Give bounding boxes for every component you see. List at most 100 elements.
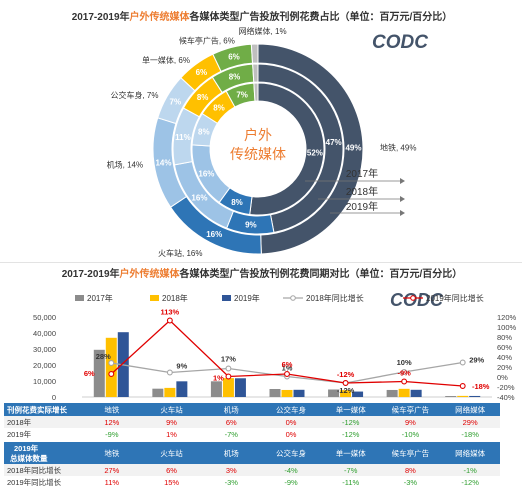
- donut-slice-label-2017-cat-4: 8%: [198, 127, 210, 136]
- donut-center-label-1: 户外: [244, 127, 272, 143]
- line-label-2019-cat-6: -9%: [397, 369, 411, 378]
- table-cell-cat-4: 0%: [286, 418, 297, 427]
- bar-2018-cat-5: [340, 390, 352, 397]
- donut-slice-label-2019-cat-2: 16%: [206, 230, 222, 239]
- donut-outer-label-cat-3: 机场, 14%: [107, 159, 143, 169]
- table-cell-cat-6: -10%: [402, 430, 420, 439]
- table-row: [4, 428, 500, 440]
- table-header-1-cat-3: 机场: [224, 405, 239, 415]
- table-header-1-cat-7: 网络媒体: [455, 405, 485, 415]
- y2-tick-label: 120%: [497, 313, 517, 322]
- y-tick-label: 40,000: [33, 329, 56, 338]
- y-tick-label: 0: [52, 393, 56, 402]
- donut-outer-label-cat-4: 公交车身, 7%: [110, 90, 158, 100]
- line-label-2018-cat-6: 10%: [397, 358, 412, 367]
- year-pointer-2018: 2018年: [318, 185, 405, 202]
- table-cell-cat-5: -12%: [342, 418, 360, 427]
- bar-2017-cat-6: [386, 389, 398, 397]
- bar-2018-cat-2: [164, 387, 176, 397]
- table-cell-cat-7: 29%: [463, 418, 478, 427]
- table-cell-cat-3: 3%: [226, 466, 237, 475]
- bar-2017-cat-4: [269, 389, 281, 397]
- year-label-2017: 2017年: [346, 167, 378, 180]
- line-point-2018-cat-1: [108, 360, 115, 366]
- line-point-2018-cat-7: [459, 359, 466, 366]
- year-pointer-2019: 2019年: [330, 200, 405, 216]
- table-cell-cat-1: 12%: [104, 418, 119, 427]
- line-label-2018-cat-3: 17%: [221, 355, 236, 364]
- line-label-2018-cat-2: 9%: [176, 362, 187, 371]
- table-row: [4, 476, 500, 488]
- donut-slice-label-2019-cat-6: 6%: [228, 53, 240, 62]
- donut-outer-label-cat-7: 网络媒体, 1%: [239, 26, 287, 36]
- donut-slice-label-2017-cat-5: 8%: [213, 103, 225, 112]
- y2-tick-label: 0%: [497, 373, 508, 382]
- table-cell-cat-7: -18%: [461, 430, 479, 439]
- donut-slice-label-2017-cat-3: 16%: [198, 169, 214, 178]
- legend-swatch-2019: [222, 295, 231, 301]
- donut-slice-2017-cat-7: [253, 82, 259, 102]
- table-header-2-cat-4: 公交车身: [276, 448, 306, 458]
- y2-tick-label: -40%: [497, 393, 515, 402]
- line-point-2019-cat-6: [401, 378, 408, 385]
- donut-slice-2019-cat-7: [250, 43, 259, 64]
- section-divider: [0, 262, 522, 263]
- table-row: [4, 416, 500, 428]
- bar-2019-cat-5: [352, 391, 364, 397]
- donut-slice-label-2018-cat-3: 16%: [191, 193, 207, 202]
- donut-slice-label-2019-cat-4: 7%: [170, 97, 182, 106]
- table-row-label: 2019年: [7, 429, 32, 439]
- line-point-2019-cat-3: [225, 373, 232, 380]
- legend-label-2018: 2018年: [162, 293, 188, 303]
- bar-2017-cat-2: [152, 388, 164, 397]
- donut-title: 2017-2019年户外传统媒体各媒体类型广告投放刊例花费占比（单位：百万元/百…: [72, 10, 453, 23]
- table-cell-cat-2: 1%: [166, 430, 177, 439]
- table-header-2-label-1: 2019年: [14, 443, 39, 453]
- table-row-label: 2019年同比增长: [7, 477, 62, 487]
- bar-2017-cat-3: [210, 381, 222, 397]
- donut-slice-label-2017-cat-2: 8%: [231, 198, 243, 207]
- table-cell-cat-2: 9%: [166, 418, 177, 427]
- donut-center-label-2: 传统媒体: [230, 146, 286, 162]
- line-point-2018-cat-6: [401, 369, 408, 375]
- bar-2017-cat-5: [328, 389, 340, 397]
- donut-slice-label-2018-cat-1: 47%: [326, 138, 342, 147]
- line-point-2019-cat-2: [166, 317, 173, 324]
- table-cell-cat-3: 6%: [226, 418, 237, 427]
- table-cell-cat-5: -11%: [342, 478, 359, 487]
- year-label-2019: 2019年: [346, 200, 378, 213]
- table-header-1-label: 刊例花费实际增长: [7, 405, 67, 415]
- y2-tick-label: 60%: [497, 343, 512, 352]
- line-label-2019-cat-3: 1%: [213, 374, 224, 383]
- donut-chart: 2017-2019年户外传统媒体各媒体类型广告投放刊例花费占比（单位：百万元/百…: [72, 10, 453, 258]
- table-header-2-cat-6: 候车亭广告: [392, 448, 430, 458]
- table-header-1-cat-6: 候车亭广告: [392, 405, 430, 415]
- table-header-2-cat-3: 机场: [224, 448, 239, 458]
- table-header-2-cat-7: 网络媒体: [455, 448, 485, 458]
- year-label-2018: 2018年: [346, 185, 378, 198]
- legend-marker-2018-growth: [290, 295, 296, 301]
- line-label-2018-cat-1: 28%: [96, 352, 111, 361]
- table-cell-cat-2: 15%: [164, 478, 179, 487]
- y-tick-label: 50,000: [33, 313, 56, 322]
- table-header-row-1: [4, 403, 500, 416]
- codc-logo-2: CODC: [390, 290, 444, 310]
- table-cell-cat-2: 6%: [166, 466, 177, 475]
- bar-2019-cat-7: [469, 395, 481, 397]
- y2-tick-label: 40%: [497, 353, 512, 362]
- line-label-2019-cat-4: 6%: [282, 360, 293, 369]
- combo-chart: 2017-2019年户外传统媒体各媒体类型广告投放刊例花费同期对比（单位：百万元…: [4, 267, 517, 488]
- legend: 2017年 2018年 2019年 2018年同比增长 2019年同比增长: [75, 293, 484, 303]
- table-header-2-cat-1: 地铁: [104, 448, 119, 458]
- table-cell-cat-6: 8%: [405, 466, 416, 475]
- line-point-2019-cat-7: [459, 383, 466, 389]
- table-header-1-cat-4: 公交车身: [276, 405, 306, 415]
- line-label-2018-cat-4: 1%: [282, 364, 293, 373]
- bar-2018-cat-4: [281, 389, 293, 397]
- table-header-1-cat-1: 地铁: [104, 405, 119, 415]
- line-label-2018-cat-7: 29%: [469, 356, 484, 365]
- donut-slice-label-2018-cat-5: 8%: [197, 93, 209, 102]
- table-header-2-label-2: 总媒体数量: [10, 453, 48, 463]
- donut-slice-label-2018-cat-6: 8%: [229, 73, 241, 82]
- donut-outer-label-cat-2: 火车站, 16%: [158, 248, 202, 258]
